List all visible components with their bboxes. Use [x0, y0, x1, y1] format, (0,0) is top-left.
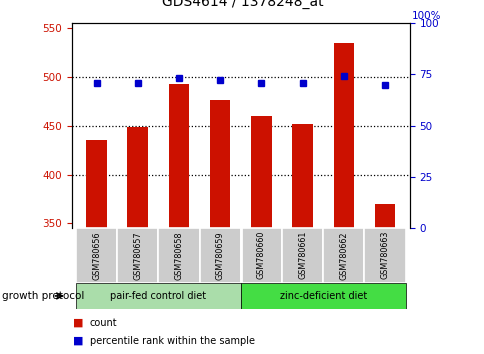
Text: GSM780659: GSM780659	[215, 231, 224, 280]
Text: GSM780663: GSM780663	[380, 231, 389, 279]
Bar	[322, 228, 364, 283]
Bar	[76, 283, 241, 309]
Bar	[364, 228, 405, 283]
Bar	[76, 228, 117, 283]
Text: GSM780661: GSM780661	[298, 231, 306, 279]
Bar	[240, 228, 282, 283]
Bar	[333, 42, 353, 228]
Text: 100%: 100%	[411, 11, 441, 21]
Bar	[86, 140, 106, 228]
Bar	[117, 228, 158, 283]
Bar	[210, 100, 230, 228]
Bar	[374, 204, 394, 228]
Text: GSM780658: GSM780658	[174, 231, 183, 280]
Text: GDS4614 / 1378248_at: GDS4614 / 1378248_at	[161, 0, 323, 9]
Bar	[292, 124, 312, 228]
Text: count: count	[90, 318, 117, 328]
Text: ■: ■	[73, 336, 83, 346]
Bar	[158, 228, 199, 283]
Bar	[251, 116, 271, 228]
Bar	[240, 283, 405, 309]
Text: percentile rank within the sample: percentile rank within the sample	[90, 336, 254, 346]
Bar	[282, 228, 323, 283]
Text: GSM780660: GSM780660	[257, 231, 265, 279]
Text: GSM780656: GSM780656	[92, 231, 101, 280]
Text: growth protocol: growth protocol	[2, 291, 85, 301]
Bar	[199, 228, 240, 283]
Bar	[168, 84, 189, 228]
Bar	[127, 127, 148, 228]
Text: GSM780662: GSM780662	[339, 231, 348, 280]
Text: GSM780657: GSM780657	[133, 231, 142, 280]
Text: pair-fed control diet: pair-fed control diet	[110, 291, 206, 301]
Text: ■: ■	[73, 318, 83, 328]
Text: zinc-deficient diet: zinc-deficient diet	[279, 291, 366, 301]
